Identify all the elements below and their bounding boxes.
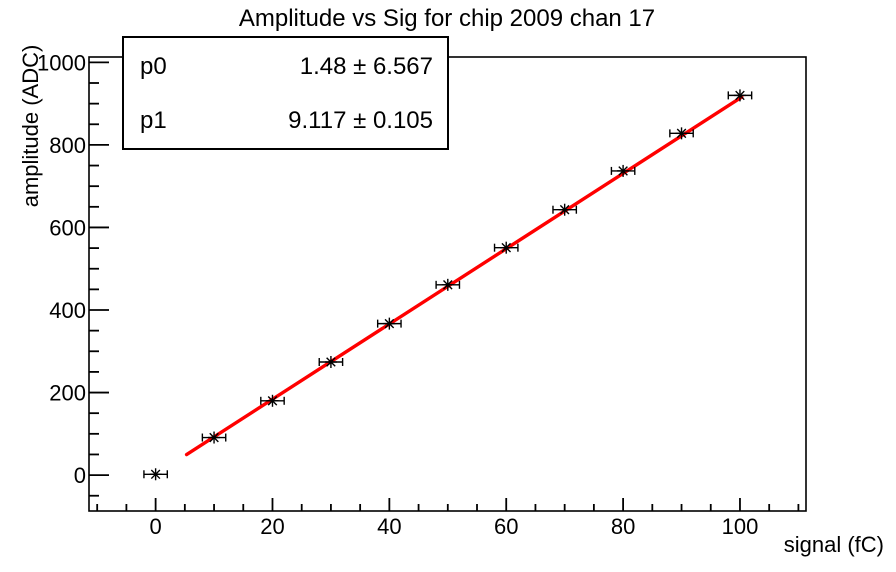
data-point [552,203,578,216]
stats-box-border [122,36,449,150]
data-point [318,356,344,369]
x-tick-label: 60 [494,514,518,539]
x-tick-label: 20 [260,514,284,539]
asterisk-marker-icon [267,396,278,406]
fit-line [184,95,744,457]
y-tick-label: 1000 [37,50,86,75]
asterisk-marker-icon [384,318,395,329]
fit-line-segment [184,95,744,457]
stats-param-value: 9.117 ± 0.105 [288,107,433,134]
x-tick-label: 40 [377,514,401,539]
y-tick-label: 400 [49,298,86,323]
data-point [727,89,753,102]
asterisk-marker-icon [326,357,336,367]
x-tick-label: 80 [611,514,635,539]
asterisk-marker-icon [150,469,161,480]
data-point [435,278,461,291]
stats-param-value: 1.48 ± 6.567 [300,53,433,80]
asterisk-marker-icon [559,204,570,215]
x-tick-label: 100 [722,514,759,539]
x-axis-title: signal (fC) [784,532,884,557]
asterisk-marker-icon [209,432,219,443]
asterisk-marker-icon [501,242,512,253]
data-point [143,468,169,481]
data-point [493,241,519,254]
asterisk-marker-icon [676,128,687,139]
data-point [260,394,285,407]
asterisk-marker-icon [442,280,453,290]
chart-title: Amplitude vs Sig for chip 2009 chan 17 [239,5,655,32]
y-tick-label: 600 [49,215,86,240]
y-axis-title: amplitude (ADC) [18,45,43,208]
y-tick-label: 800 [49,133,86,158]
x-tick-label: 0 [149,514,161,539]
stats-box: p0 1.48 ± 6.567 p1 9.117 ± 0.105 [122,36,449,150]
asterisk-marker-icon [618,166,628,176]
asterisk-marker-icon [735,90,745,101]
data-point [610,164,636,177]
x-axis: 0 20 40 60 80 100 [96,498,800,539]
data-point [669,127,694,140]
data-points [143,89,753,481]
y-axis: 0 200 400 600 800 1000 [37,50,109,497]
y-tick-label: 0 [74,463,86,488]
stats-param-label: p0 [140,53,167,80]
data-point [201,431,227,444]
stats-param-label: p1 [140,107,167,134]
y-tick-label: 200 [49,381,86,406]
data-point [376,317,402,330]
